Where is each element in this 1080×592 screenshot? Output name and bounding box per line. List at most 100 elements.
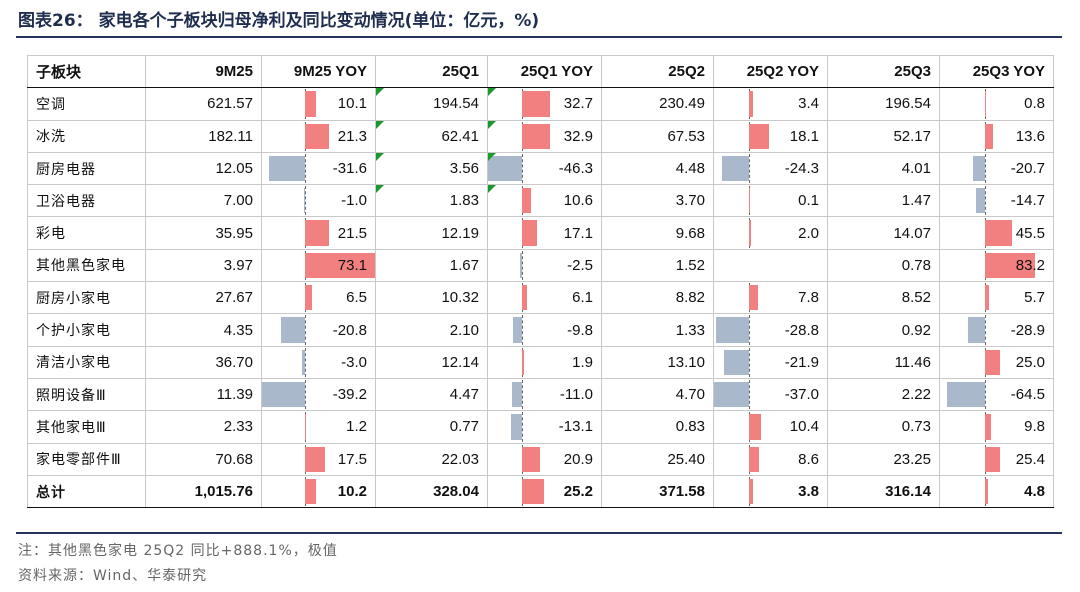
positive-yoy-bar — [521, 188, 532, 214]
profit-value: 14.07 — [827, 216, 940, 250]
yoy-value: 6.5 — [346, 289, 367, 307]
negative-yoy-bar — [946, 381, 986, 408]
yoy-cell: -11.0 — [487, 377, 602, 412]
yoy-value: -14.7 — [1010, 192, 1045, 210]
profit-value: 3.97 — [145, 248, 262, 283]
positive-yoy-bar — [749, 414, 761, 440]
profit-value: 4.01 — [827, 151, 940, 186]
profit-value: 0.78 — [827, 248, 940, 283]
yoy-cell: 3.4 — [713, 87, 828, 121]
table-row: 个护小家电 4.35 -20.8 2.10 -9.8 1.33 -28.8 0.92 -28.9 — [27, 313, 1054, 347]
yoy-cell: 21.5 — [261, 216, 376, 250]
profit-value: 70.68 — [145, 442, 262, 476]
table-header-row: 子板块 9M25 9M25 YOY 25Q1 25Q1 YOY 25Q2 25Q… — [27, 54, 1054, 89]
profit-value: 2.33 — [145, 410, 262, 444]
yoy-value — [819, 257, 827, 274]
yoy-value: 3.4 — [798, 95, 819, 113]
yoy-value: 7.8 — [798, 289, 819, 307]
zero-axis-line — [521, 250, 523, 281]
yoy-value: 0.8 — [1024, 95, 1045, 113]
profit-value: 52.17 — [827, 119, 940, 153]
positive-yoy-bar — [749, 285, 758, 311]
yoy-value: 5.7 — [1024, 289, 1045, 307]
yoy-value: -64.5 — [1010, 386, 1045, 404]
yoy-value: 17.5 — [337, 450, 367, 468]
table-row: 彩电 35.95 21.5 12.19 17.1 9.68 2.0 14.07 45.5 — [27, 216, 1054, 250]
positive-yoy-bar — [304, 123, 329, 149]
header-9m25: 9M25 — [145, 54, 262, 89]
positive-yoy-bar — [304, 285, 313, 311]
yoy-cell: 21.3 — [261, 119, 376, 153]
positive-yoy-bar — [985, 446, 1001, 472]
title-rule — [16, 36, 1062, 38]
cell-flag-icon — [376, 152, 384, 161]
yoy-value: 3.8 — [798, 483, 819, 500]
yoy-cell: 18.1 — [713, 119, 828, 153]
header-25q2: 25Q2 — [601, 54, 714, 89]
positive-yoy-bar — [985, 220, 1013, 246]
yoy-cell: 7.8 — [713, 281, 828, 315]
positive-yoy-bar — [749, 91, 753, 117]
positive-yoy-bar — [304, 478, 317, 505]
yoy-value: -37.0 — [784, 386, 819, 404]
profit-value: 8.82 — [601, 281, 714, 315]
header-25q3-yoy: 25Q3 YOY — [939, 54, 1054, 89]
yoy-value: -1.0 — [341, 192, 367, 210]
table-row: 冰洗 182.11 21.3 62.41 32.9 67.53 18.1 52.17 13.6 — [27, 119, 1054, 153]
yoy-cell: 0.8 — [939, 87, 1054, 121]
yoy-cell: 83.2 — [939, 248, 1054, 283]
negative-yoy-bar — [519, 252, 522, 279]
profit-value: 8.52 — [827, 281, 940, 315]
positive-yoy-bar — [985, 478, 989, 505]
positive-yoy-bar — [985, 285, 989, 311]
zero-axis-line — [521, 379, 523, 410]
yoy-cell: -28.9 — [939, 313, 1054, 347]
zero-axis-line — [304, 315, 306, 345]
footer-rule — [16, 532, 1062, 534]
yoy-cell: 5.7 — [939, 281, 1054, 315]
yoy-value: -46.3 — [558, 160, 593, 178]
subsector-name: 清洁小家电 — [27, 345, 146, 379]
zero-axis-line — [749, 186, 751, 216]
yoy-cell: -3.0 — [261, 345, 376, 379]
positive-yoy-bar — [985, 252, 1035, 279]
yoy-value: 32.7 — [563, 95, 593, 113]
yoy-cell: 25.0 — [939, 345, 1054, 379]
yoy-cell: -37.0 — [713, 377, 828, 412]
yoy-value: 10.6 — [563, 192, 593, 210]
profit-value: 1,015.76 — [145, 474, 262, 509]
zero-axis-line — [749, 315, 751, 345]
table-row: 空调 621.57 10.1 194.54 32.7 230.49 3.4 196.54 0.8 — [27, 87, 1054, 121]
negative-yoy-bar — [968, 317, 986, 343]
yoy-cell: -20.7 — [939, 151, 1054, 186]
yoy-value: 45.5 — [1015, 224, 1045, 242]
positive-yoy-bar — [749, 123, 770, 149]
profit-value: 316.14 — [827, 474, 940, 509]
yoy-value: -2.5 — [567, 256, 593, 274]
cell-flag-icon — [488, 88, 496, 97]
zero-axis-line — [985, 186, 987, 216]
yoy-value: 9.8 — [1024, 418, 1045, 436]
yoy-cell: 10.4 — [713, 410, 828, 444]
yoy-value: -21.9 — [784, 353, 819, 371]
yoy-value: -31.6 — [332, 160, 367, 178]
yoy-cell: 17.5 — [261, 442, 376, 476]
zero-axis-line — [521, 315, 523, 345]
header-25q1: 25Q1 — [375, 54, 488, 89]
profit-value: 230.49 — [601, 87, 714, 121]
table-row: 家电零部件Ⅲ 70.68 17.5 22.03 20.9 25.40 8.6 23.25 25.… — [27, 442, 1054, 476]
positive-yoy-bar — [749, 446, 759, 472]
yoy-value: -11.0 — [559, 386, 593, 404]
positive-yoy-bar — [521, 285, 528, 311]
table-row-total: 总计 1,015.76 10.2 328.04 25.2 371.58 3.8 316.14 4… — [27, 474, 1054, 509]
yoy-cell: 4.8 — [939, 474, 1054, 509]
zero-axis-line — [521, 412, 523, 442]
subsector-name: 彩电 — [27, 216, 146, 250]
yoy-value: -20.8 — [332, 321, 367, 339]
negative-yoy-bar — [972, 155, 986, 182]
yoy-cell: 32.7 — [487, 87, 602, 121]
yoy-cell: 3.8 — [713, 474, 828, 509]
yoy-cell: -9.8 — [487, 313, 602, 347]
header-subsector: 子板块 — [27, 54, 146, 89]
negative-yoy-bar — [721, 155, 750, 182]
